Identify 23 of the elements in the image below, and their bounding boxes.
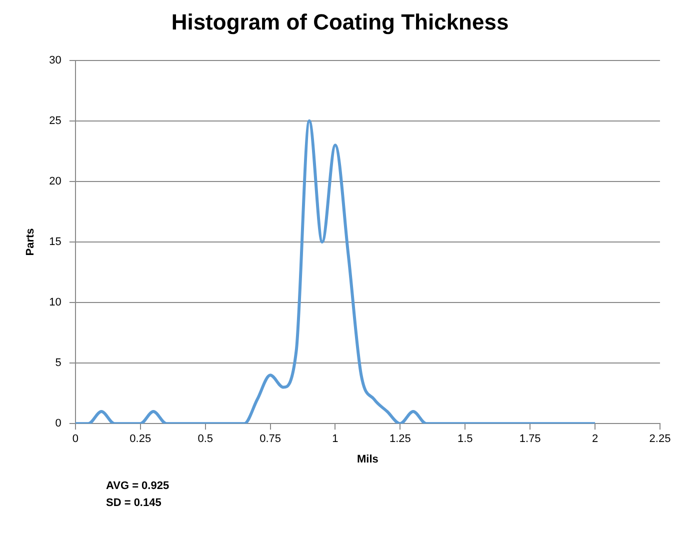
text: SD = 0.145	[106, 496, 162, 511]
y-tick-label: 10	[49, 296, 62, 309]
x-tick-label: 0.5	[198, 433, 213, 446]
chart-title: Histogram of Coating Thickness	[171, 9, 509, 34]
text: AVG = 0.925	[106, 479, 170, 494]
x-tick-label: 0.75	[260, 433, 281, 446]
line-series	[75, 119, 597, 424]
y-tick-label: 20	[49, 176, 62, 188]
x-tick-label: 0.25	[130, 433, 152, 446]
x-tick-label: 2.25	[649, 433, 671, 446]
x-tick-label: 1	[332, 433, 338, 446]
y-tick-label: 25	[49, 114, 62, 127]
x-tick-label: 1.75	[519, 433, 541, 446]
y-axis-title: Parts	[24, 228, 37, 256]
x-tick-label: 1.5	[457, 433, 473, 446]
x-tick-label: 0	[72, 433, 78, 446]
y-tick-label: 30	[49, 54, 62, 66]
x-axis-title: Mils	[357, 453, 378, 466]
y-tick-label: 15	[49, 236, 62, 248]
x-tick-label: 2	[592, 433, 598, 446]
y-tick-label: 0	[55, 418, 62, 430]
y-tick-label: 5	[55, 357, 62, 370]
x-tick-label: 1.25	[389, 433, 411, 446]
